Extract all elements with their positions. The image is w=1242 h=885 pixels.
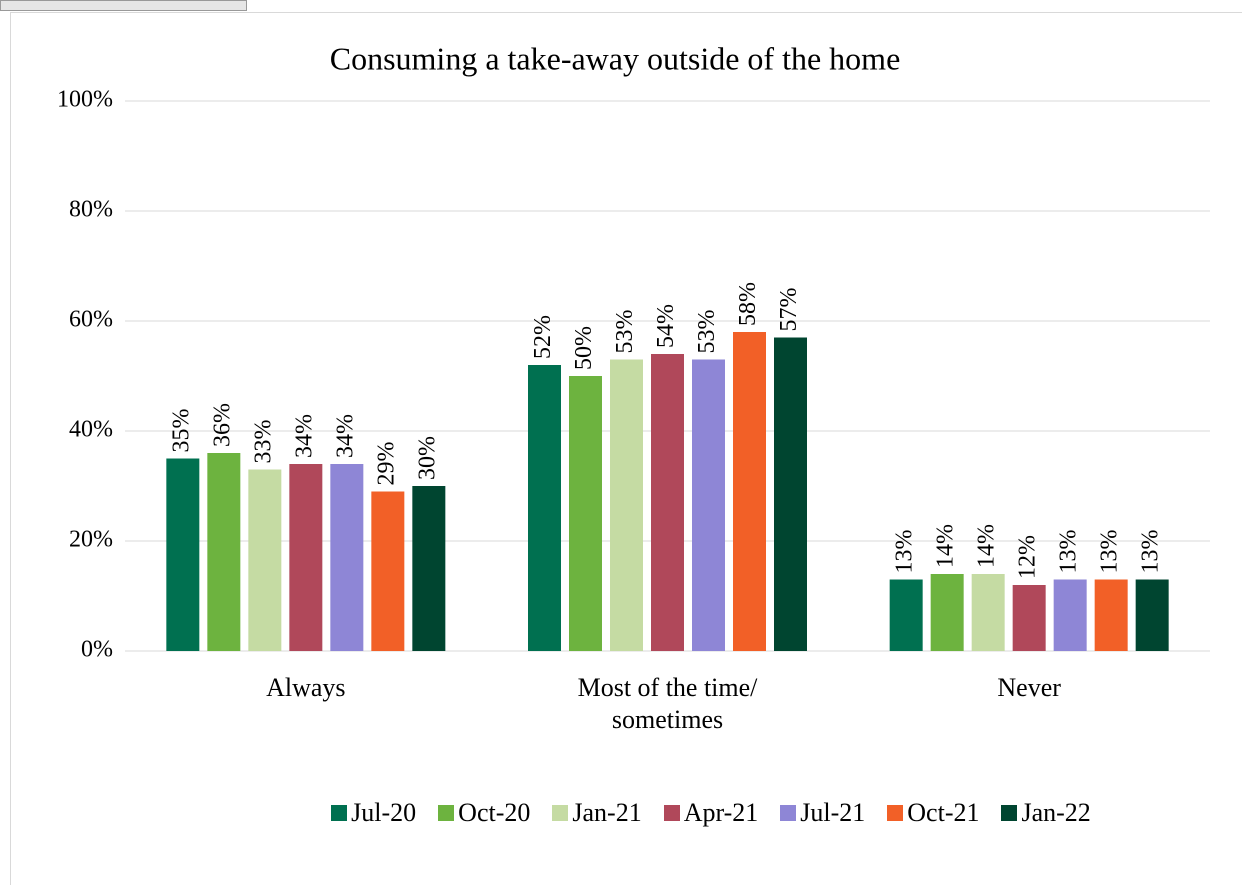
data-label: 12%: [1015, 535, 1041, 579]
chart-title: Consuming a take-away outside of the hom…: [330, 40, 901, 76]
toolbar-box: [0, 0, 247, 11]
data-label: 50%: [571, 326, 597, 370]
legend-swatch: [780, 805, 797, 821]
data-label: 58%: [735, 282, 761, 326]
data-label: 14%: [933, 524, 959, 568]
y-tick-label: 0%: [81, 637, 113, 663]
data-label: 36%: [209, 403, 235, 447]
bar: [371, 491, 405, 651]
data-label: 57%: [776, 288, 802, 332]
x-tick-label: Always: [266, 673, 346, 702]
legend-item: Oct-21: [887, 798, 979, 828]
bar: [651, 354, 684, 651]
legend-swatch: [663, 805, 680, 821]
data-label: 54%: [653, 304, 679, 348]
data-label: 53%: [612, 310, 638, 354]
legend-label: Jan-21: [572, 798, 642, 827]
y-tick-label: 80%: [69, 197, 113, 223]
legend-item: Jul-21: [780, 798, 865, 828]
bar: [166, 458, 200, 651]
bar: [412, 486, 446, 651]
bar: [971, 574, 1005, 651]
legend-item: Oct-20: [438, 798, 530, 828]
data-label: 29%: [373, 442, 399, 486]
legend: Jul-20 Oct-20 Jan-21 Apr-21 Jul-21 Oct-21 Jan-…: [0, 798, 1242, 828]
data-label: 35%: [168, 409, 194, 453]
x-tick-label: Never: [997, 673, 1061, 702]
bar: [1012, 585, 1046, 651]
legend-item: Jan-21: [552, 798, 642, 828]
data-label: 53%: [694, 310, 720, 354]
bar: [930, 574, 964, 651]
bar: [1135, 579, 1169, 651]
bar: [248, 469, 282, 651]
legend-label: Jul-20: [351, 798, 417, 827]
y-tick-label: 40%: [69, 417, 113, 443]
legend-label: Jan-22: [1021, 798, 1091, 827]
y-tick-label: 100%: [57, 87, 113, 113]
data-label: 34%: [291, 414, 317, 458]
data-label: 14%: [974, 524, 1000, 568]
legend-swatch: [438, 805, 455, 821]
y-tick-label: 20%: [69, 527, 113, 553]
bar: [610, 359, 643, 651]
legend-label: Apr-21: [683, 798, 759, 827]
bar: [528, 365, 561, 651]
x-tick-label: Most of the time/ sometimes: [577, 673, 758, 734]
data-label: 13%: [892, 530, 918, 574]
data-label: 13%: [1056, 530, 1082, 574]
legend-swatch: [552, 805, 569, 821]
bar: [207, 453, 241, 651]
legend-item: Apr-21: [663, 798, 759, 828]
data-label: 30%: [414, 436, 440, 480]
bar: [289, 464, 323, 651]
data-label: 34%: [332, 414, 358, 458]
legend-item: Jul-20: [331, 798, 416, 828]
data-label: 13%: [1138, 530, 1164, 574]
legend-label: Oct-20: [458, 798, 531, 827]
bar: [330, 464, 364, 651]
bar: [774, 337, 807, 651]
legend-swatch: [887, 805, 904, 821]
legend-swatch: [331, 805, 348, 821]
data-label: 13%: [1097, 530, 1123, 574]
y-tick-label: 60%: [69, 307, 113, 333]
bar: [733, 332, 766, 651]
legend-swatch: [1001, 805, 1018, 821]
data-label: 33%: [250, 420, 276, 464]
bar: [1053, 579, 1087, 651]
bar: [889, 579, 923, 651]
legend-label: Oct-21: [907, 798, 980, 827]
data-label: 52%: [530, 315, 556, 359]
bar: [1094, 579, 1128, 651]
legend-item: Jan-22: [1001, 798, 1091, 828]
legend-label: Jul-21: [800, 798, 866, 827]
bar: [692, 359, 725, 651]
bar: [569, 376, 602, 651]
